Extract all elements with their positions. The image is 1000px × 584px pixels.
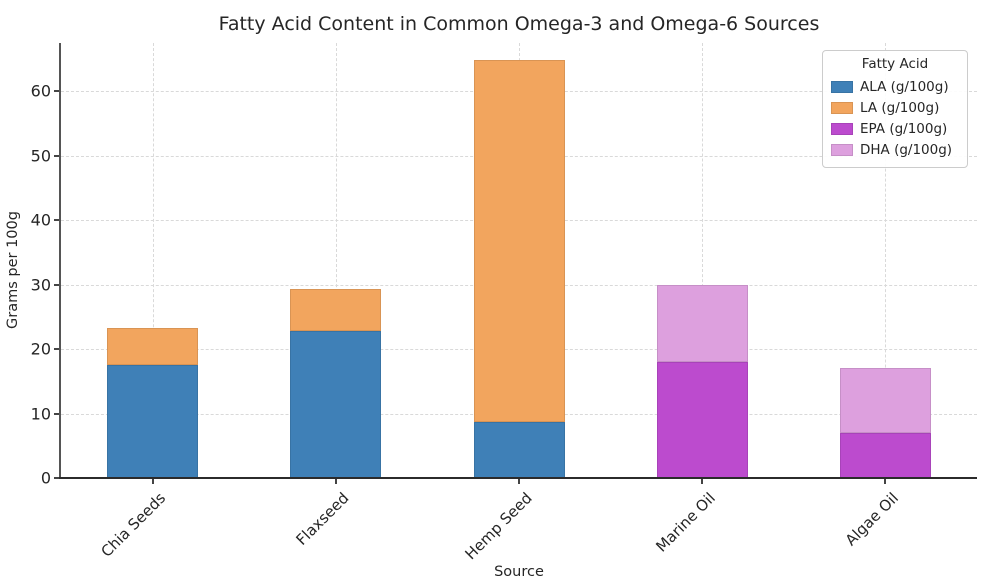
bar-segment-ala-hemp-seed	[473, 421, 565, 478]
gridline-vertical	[335, 43, 337, 478]
y-tick-label: 50	[30, 146, 51, 166]
legend-item-label: ALA (g/100g)	[860, 78, 949, 95]
bar-segment-dha-algae-oil	[839, 368, 931, 433]
y-tick-label: 20	[30, 339, 51, 359]
x-tick-mark	[334, 479, 337, 484]
y-tick-mark	[54, 477, 59, 479]
bar-segment-ala-flaxseed	[290, 331, 382, 478]
chart-title: Fatty Acid Content in Common Omega-3 and…	[218, 13, 820, 35]
x-tick-label: Marine Oil	[652, 489, 719, 556]
legend-swatch-icon	[831, 101, 853, 114]
y-tick-label: 0	[40, 468, 51, 488]
y-tick-mark	[54, 412, 59, 415]
x-axis-spine	[59, 477, 977, 479]
x-tick-mark	[151, 479, 154, 484]
y-tick-label: 40	[30, 210, 51, 230]
x-tick-label: Flaxseed	[292, 489, 353, 549]
gridline-vertical	[885, 43, 887, 478]
legend-item-label: LA (g/100g)	[860, 99, 940, 116]
x-tick-label: Algae Oil	[841, 489, 903, 550]
legend-swatch-icon	[831, 143, 853, 156]
legend-title: Fatty Acid	[861, 56, 929, 72]
y-axis-label: Grams per 100g	[5, 211, 21, 329]
legend-item-ala: ALA (g/100g)	[831, 76, 959, 97]
legend: Fatty Acid ALA (g/100g) LA (g/100g) EPA (g…	[822, 50, 968, 168]
y-axis-spine	[59, 43, 61, 479]
legend-items: ALA (g/100g) LA (g/100g) EPA (g/100g) DHA (…	[831, 76, 959, 160]
legend-item-epa: EPA (g/100g)	[831, 118, 959, 139]
y-tick-mark	[54, 90, 59, 93]
x-tick-mark	[884, 479, 887, 484]
x-tick-mark	[518, 479, 520, 484]
y-tick-mark	[54, 348, 59, 351]
x-tick-mark	[701, 479, 704, 484]
y-tick-mark	[54, 154, 59, 157]
gridline-vertical	[152, 43, 154, 478]
y-tick-mark	[54, 219, 59, 222]
legend-item-dha: DHA (g/100g)	[831, 139, 959, 160]
bar-segment-ala-chia-seeds	[107, 365, 199, 478]
bar-segment-la-hemp-seed	[473, 60, 565, 422]
bar-segment-epa-algae-oil	[839, 432, 931, 478]
gridline-vertical	[702, 43, 704, 478]
legend-item-label: DHA (g/100g)	[860, 141, 953, 158]
x-tick-label: Chia Seeds	[97, 489, 170, 561]
y-tick-mark	[54, 283, 59, 286]
bar-segment-epa-marine-oil	[656, 362, 748, 478]
bar-segment-dha-marine-oil	[656, 284, 748, 362]
legend-swatch-icon	[831, 122, 853, 135]
legend-item-la: LA (g/100g)	[831, 97, 959, 118]
x-axis-label: Source	[494, 564, 544, 580]
x-tick-label: Hemp Seed	[461, 489, 536, 564]
bar-segment-la-flaxseed	[290, 289, 382, 332]
y-tick-label: 10	[30, 404, 51, 424]
y-tick-label: 60	[30, 81, 51, 101]
legend-item-label: EPA (g/100g)	[860, 120, 948, 137]
bar-segment-la-chia-seeds	[107, 327, 199, 366]
y-tick-label: 30	[30, 275, 51, 295]
legend-swatch-icon	[831, 80, 853, 93]
